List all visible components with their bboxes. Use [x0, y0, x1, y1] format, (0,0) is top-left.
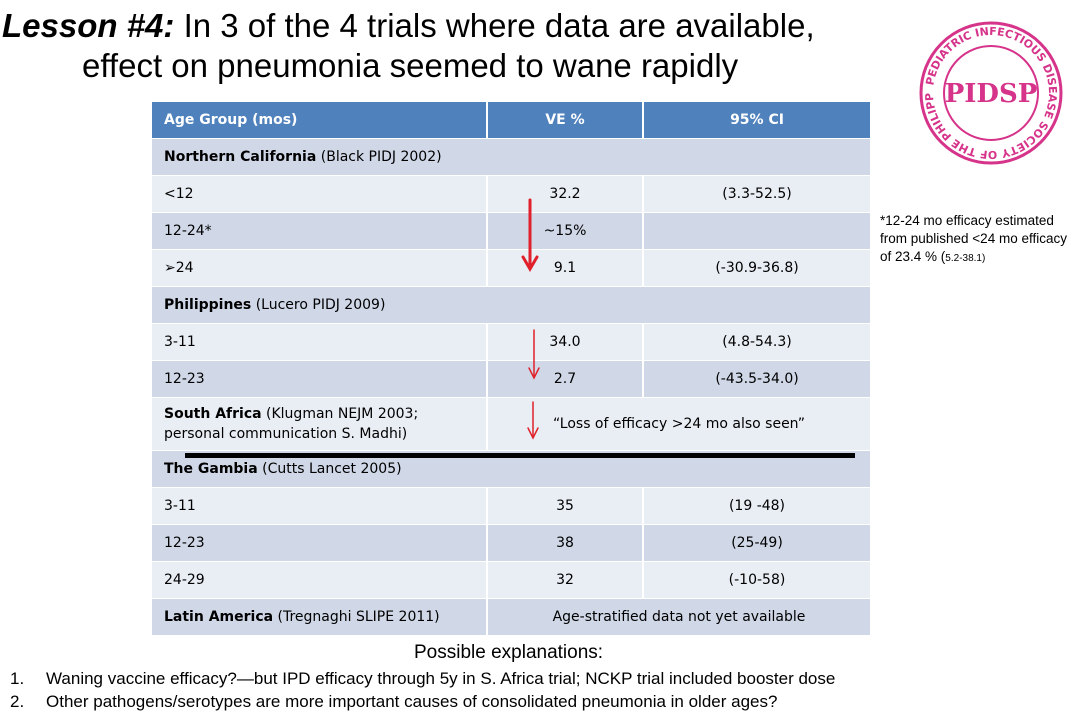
table-row: ➢24 9.1 (-30.9-36.8) — [152, 249, 872, 287]
item-number: 2. — [10, 692, 25, 711]
table-row: 12-24* ~15% — [152, 212, 872, 250]
ve-cell: 32.2 — [487, 175, 644, 213]
table-row: 3-11 34.0 (4.8-54.3) — [152, 323, 872, 361]
explanations-heading: Possible explanations: — [414, 642, 604, 663]
lesson-label: Lesson #4: — [2, 7, 175, 44]
down-arrow-icon — [527, 401, 539, 440]
item-text: Waning vaccine efficacy?—but IPD efficac… — [46, 669, 836, 688]
group-name: Northern California — [164, 149, 317, 165]
age-cell: 12-23 — [152, 524, 488, 562]
age-cell: 24 — [175, 260, 194, 276]
pidsp-logo: PEDIATRIC INFECTIOUS DISEASE SOCIETY OF … — [916, 18, 1063, 165]
ve-cell: 38 — [487, 524, 644, 562]
list-item: 2. Other pathogens/serotypes are more imp… — [10, 690, 835, 713]
ve-cell: 32 — [487, 561, 644, 599]
ci-cell: (3.3-52.5) — [643, 175, 872, 213]
group-name: Latin America — [164, 609, 274, 625]
item-text: Other pathogens/serotypes are more impor… — [46, 692, 778, 711]
table-row: 3-11 35 (19 -48) — [152, 487, 872, 525]
ve-cell: 2.7 — [487, 360, 644, 398]
ve-cell: 34.0 — [487, 323, 644, 361]
down-arrow-icon — [528, 329, 540, 380]
ci-cell — [643, 212, 872, 250]
table-row: 12-23 38 (25-49) — [152, 524, 872, 562]
age-cell: 12-23 — [152, 360, 488, 398]
group-ref: (Lucero PIDJ 2009) — [251, 297, 386, 313]
group-row-south-africa: South Africa (Klugman NEJM 2003; persona… — [152, 397, 872, 451]
efficacy-table: Age Group (mos) VE % 95% CI Northern Cal… — [152, 102, 872, 636]
down-arrow-icon — [521, 198, 539, 272]
group-ref: (Black PIDJ 2002) — [316, 149, 442, 165]
age-cell: 12-24* — [152, 212, 488, 250]
group-ref: (Tregnaghi SLIPE 2011) — [273, 609, 440, 625]
item-number: 1. — [10, 669, 25, 688]
header-ci: 95% CI — [643, 102, 872, 139]
ci-cell: (-30.9-36.8) — [643, 249, 872, 287]
age-cell: 3-11 — [152, 487, 488, 525]
slide-title-line1: Lesson #4: In 3 of the 4 trials where da… — [2, 6, 815, 46]
age-cell: <12 — [152, 175, 488, 213]
title-line1-text: In 3 of the 4 trials where data are avai… — [174, 7, 815, 44]
ci-cell: (-43.5-34.0) — [643, 360, 872, 398]
footnote-ci: 5.2-38.1) — [945, 253, 986, 264]
table-row: 24-29 32 (-10-58) — [152, 561, 872, 599]
ve-cell: 9.1 — [487, 249, 644, 287]
group-note: “Loss of efficacy >24 mo also seen” — [487, 397, 872, 451]
ve-cell: ~15% — [487, 212, 644, 250]
group-name: The Gambia — [164, 461, 258, 477]
group-ref: (Klugman NEJM 2003; personal communicati… — [164, 406, 419, 442]
list-item: 1. Waning vaccine efficacy?—but IPD effic… — [10, 667, 835, 690]
header-ve: VE % — [487, 102, 644, 139]
group-row-northern-california: Northern California (Black PIDJ 2002) — [152, 138, 872, 176]
ve-cell: 35 — [487, 487, 644, 525]
ci-cell: (-10-58) — [643, 561, 872, 599]
explanations-list: 1. Waning vaccine efficacy?—but IPD effic… — [10, 667, 835, 713]
group-name: Philippines — [164, 297, 252, 313]
age-cell: 24-29 — [152, 561, 488, 599]
group-ref: (Cutts Lancet 2005) — [257, 461, 402, 477]
footnote: *12-24 mo efficacy estimated from publis… — [880, 212, 1080, 268]
logo-text: PIDSP — [945, 79, 1038, 109]
table-row: 12-23 2.7 (-43.5-34.0) — [152, 360, 872, 398]
slide-title-line2: effect on pneumonia seemed to wane rapid… — [82, 47, 739, 84]
ci-cell: (25-49) — [643, 524, 872, 562]
group-row-philippines: Philippines (Lucero PIDJ 2009) — [152, 286, 872, 324]
table-row: <12 32.2 (3.3-52.5) — [152, 175, 872, 213]
group-row-latin-america: Latin America (Tregnaghi SLIPE 2011) Age… — [152, 598, 872, 636]
group-note: Age-stratified data not yet available — [487, 598, 872, 636]
arrow-bullet-icon: ➢ — [164, 260, 176, 276]
age-cell: 3-11 — [152, 323, 488, 361]
table-header-row: Age Group (mos) VE % 95% CI — [152, 102, 872, 139]
group-name: South Africa — [164, 406, 262, 422]
divider-line — [185, 453, 855, 458]
footnote-text: *12-24 mo efficacy estimated from publis… — [880, 213, 1067, 264]
ci-cell: (19 -48) — [643, 487, 872, 525]
ci-cell: (4.8-54.3) — [643, 323, 872, 361]
header-age-group: Age Group (mos) — [152, 102, 488, 139]
